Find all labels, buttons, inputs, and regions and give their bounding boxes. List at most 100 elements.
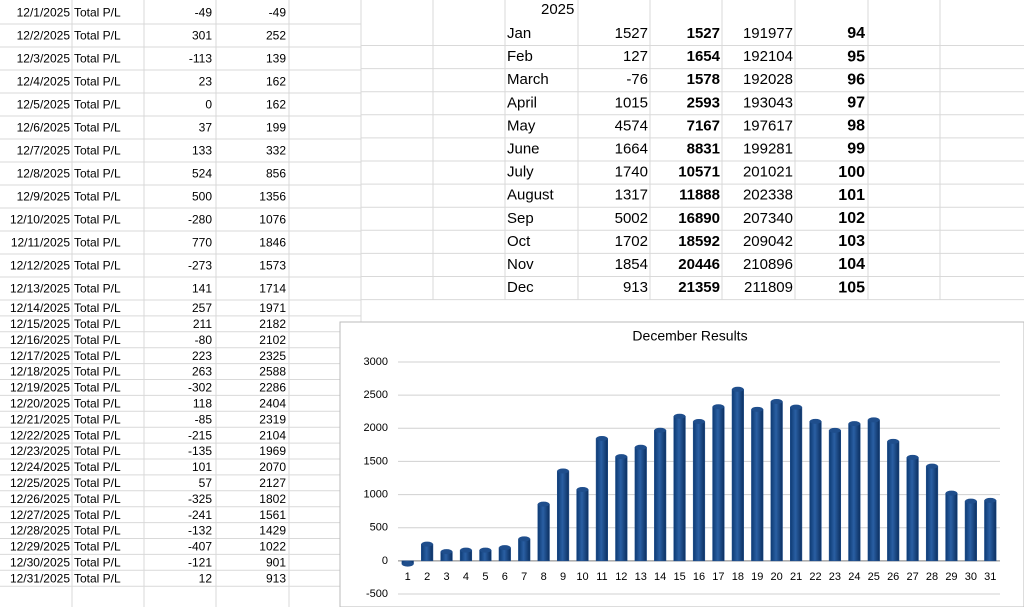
date-cell: 12/14/2025 bbox=[10, 301, 70, 315]
label-cell: Total P/L bbox=[74, 508, 121, 522]
cumulative-value: 199 bbox=[266, 121, 286, 135]
month-value: 127 bbox=[623, 48, 648, 65]
month-cumulative: 16890 bbox=[678, 210, 720, 227]
label-cell: Total P/L bbox=[74, 6, 121, 20]
bar bbox=[692, 421, 706, 562]
bar bbox=[518, 538, 531, 562]
cumulative-value: 2127 bbox=[259, 476, 286, 490]
cumulative-value: 901 bbox=[266, 556, 286, 570]
label-cell: Total P/L bbox=[74, 412, 121, 426]
month: Feb bbox=[507, 48, 533, 65]
month-value: 1740 bbox=[615, 164, 648, 181]
bar-cap bbox=[926, 463, 938, 469]
x-tick-label: 5 bbox=[482, 571, 488, 583]
bar bbox=[576, 489, 589, 562]
cumulative-value: 1846 bbox=[259, 236, 286, 250]
date-cell: 12/2/2025 bbox=[17, 29, 71, 43]
balance: 197617 bbox=[743, 117, 793, 134]
bar-cap bbox=[654, 427, 666, 433]
bar bbox=[537, 503, 550, 562]
label-cell: Total P/L bbox=[74, 121, 121, 135]
daily-value: 211 bbox=[193, 317, 212, 331]
x-tick-label: 18 bbox=[732, 571, 744, 583]
date-cell: 12/13/2025 bbox=[10, 282, 70, 296]
cumulative-value: 1714 bbox=[259, 282, 286, 296]
index: 102 bbox=[838, 210, 865, 227]
daily-value: 301 bbox=[192, 29, 212, 43]
month-cumulative: 10571 bbox=[678, 164, 720, 181]
y-tick-label: 1000 bbox=[364, 488, 388, 500]
bar-cap bbox=[576, 487, 589, 493]
daily-value: -302 bbox=[188, 381, 212, 395]
date-cell: 12/31/2025 bbox=[10, 571, 70, 585]
bar bbox=[654, 429, 667, 562]
label-cell: Total P/L bbox=[74, 349, 121, 363]
bar-cap bbox=[809, 418, 822, 424]
cumulative-value: 1022 bbox=[259, 540, 286, 554]
daily-value: 524 bbox=[192, 167, 212, 181]
cumulative-value: 162 bbox=[266, 75, 286, 89]
label-cell: Total P/L bbox=[74, 98, 121, 112]
month: May bbox=[507, 117, 536, 134]
month-cumulative: 1578 bbox=[687, 71, 720, 88]
cumulative-value: 856 bbox=[266, 167, 286, 181]
cumulative-value: 1573 bbox=[259, 259, 286, 273]
y-tick-label: 3000 bbox=[364, 356, 388, 368]
bar-cap bbox=[479, 547, 492, 553]
bar bbox=[984, 500, 997, 562]
label-cell: Total P/L bbox=[74, 556, 121, 570]
daily-value: 770 bbox=[192, 236, 212, 250]
bar-cap bbox=[867, 417, 880, 423]
date-cell: 12/28/2025 bbox=[10, 524, 70, 538]
month-value: 913 bbox=[623, 279, 648, 296]
daily-value: 133 bbox=[192, 144, 212, 158]
bar bbox=[751, 409, 764, 562]
month: August bbox=[507, 187, 555, 204]
x-tick-label: 15 bbox=[673, 571, 685, 583]
date-cell: 12/4/2025 bbox=[17, 75, 71, 89]
bar-cap bbox=[634, 444, 647, 450]
date-cell: 12/29/2025 bbox=[10, 540, 70, 554]
date-cell: 12/22/2025 bbox=[10, 428, 70, 442]
month-cumulative: 7167 bbox=[687, 117, 720, 134]
chart-title: December Results bbox=[632, 328, 747, 344]
month: Jan bbox=[507, 25, 531, 42]
label-cell: Total P/L bbox=[74, 428, 121, 442]
bar-cap bbox=[557, 468, 569, 474]
label-cell: Total P/L bbox=[74, 317, 121, 331]
month: Nov bbox=[507, 256, 534, 273]
month: April bbox=[507, 94, 537, 111]
label-cell: Total P/L bbox=[74, 524, 121, 538]
x-tick-label: 27 bbox=[906, 571, 918, 583]
daily-value: -85 bbox=[195, 412, 213, 426]
date-cell: 12/3/2025 bbox=[17, 52, 71, 66]
balance: 192104 bbox=[743, 48, 793, 65]
cumulative-value: 1802 bbox=[259, 492, 286, 506]
label-cell: Total P/L bbox=[74, 190, 121, 204]
month-cumulative: 11888 bbox=[679, 187, 720, 204]
month: July bbox=[507, 164, 534, 181]
x-tick-label: 8 bbox=[541, 571, 547, 583]
label-cell: Total P/L bbox=[74, 52, 121, 66]
date-cell: 12/23/2025 bbox=[10, 444, 70, 458]
daily-value: 37 bbox=[199, 121, 213, 135]
label-cell: Total P/L bbox=[74, 444, 121, 458]
daily-value: 223 bbox=[192, 349, 212, 363]
x-tick-label: 17 bbox=[712, 571, 724, 583]
daily-value: -121 bbox=[188, 556, 212, 570]
label-cell: Total P/L bbox=[74, 29, 121, 43]
date-cell: 12/21/2025 bbox=[10, 412, 70, 426]
date-cell: 12/12/2025 bbox=[10, 259, 70, 273]
bar bbox=[673, 415, 686, 562]
y-tick-label: 2000 bbox=[364, 422, 388, 434]
balance: 201021 bbox=[743, 164, 793, 181]
month-cumulative: 2593 bbox=[687, 94, 720, 111]
month-value: 1015 bbox=[615, 94, 648, 111]
bar-cap bbox=[673, 413, 686, 419]
month-cumulative: 21359 bbox=[678, 279, 720, 296]
balance: 192028 bbox=[743, 71, 793, 88]
label-cell: Total P/L bbox=[74, 540, 121, 554]
balance: 193043 bbox=[743, 94, 793, 111]
month: Oct bbox=[507, 233, 531, 250]
